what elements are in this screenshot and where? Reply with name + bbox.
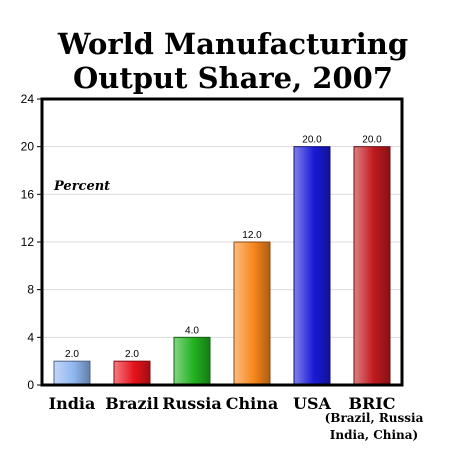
category-label: Russia bbox=[162, 394, 221, 413]
chart-title-line-2: Output Share, 2007 bbox=[73, 61, 393, 95]
chart-title-line-1: World Manufacturing bbox=[57, 27, 408, 61]
data-label: 2.0 bbox=[65, 349, 79, 360]
y-tick-label: 16 bbox=[21, 187, 35, 201]
bar-russia bbox=[173, 336, 211, 386]
bar-china bbox=[233, 241, 271, 386]
gridlines bbox=[42, 146, 402, 338]
y-axis-ticks: 0 4 8 12 16 20 24 bbox=[21, 92, 42, 392]
bric-note-line-1: (Brazil, Russia bbox=[325, 411, 424, 425]
bric-note-line-2: India, China) bbox=[330, 428, 418, 442]
category-label: Brazil bbox=[105, 394, 159, 413]
bar-brazil bbox=[113, 360, 151, 386]
category-label: China bbox=[226, 394, 278, 413]
data-label: 2.0 bbox=[125, 349, 139, 360]
category-label: BRIC bbox=[348, 394, 395, 413]
data-label: 20.0 bbox=[302, 135, 322, 146]
y-tick-label: 20 bbox=[21, 140, 35, 154]
data-label: 20.0 bbox=[362, 135, 382, 146]
y-tick-label: 8 bbox=[27, 283, 34, 297]
y-tick-label: 0 bbox=[27, 378, 34, 392]
category-label: India bbox=[49, 394, 96, 413]
y-tick-label: 4 bbox=[27, 330, 34, 344]
x-axis-labels: India Brazil Russia China USA BRIC bbox=[49, 394, 396, 413]
data-label: 4.0 bbox=[185, 325, 199, 336]
plot-frame bbox=[40, 97, 404, 387]
bar-india bbox=[53, 360, 91, 386]
data-label: 12.0 bbox=[242, 230, 262, 241]
bars: 2.0 2.0 4.0 12.0 20.0 20.0 bbox=[53, 135, 391, 386]
bar-usa bbox=[293, 146, 331, 386]
category-label: USA bbox=[293, 394, 332, 413]
y-tick-label: 24 bbox=[21, 92, 35, 106]
bar-bric bbox=[353, 146, 391, 386]
y-tick-label: 12 bbox=[21, 235, 35, 249]
y-axis-label: Percent bbox=[53, 179, 110, 194]
